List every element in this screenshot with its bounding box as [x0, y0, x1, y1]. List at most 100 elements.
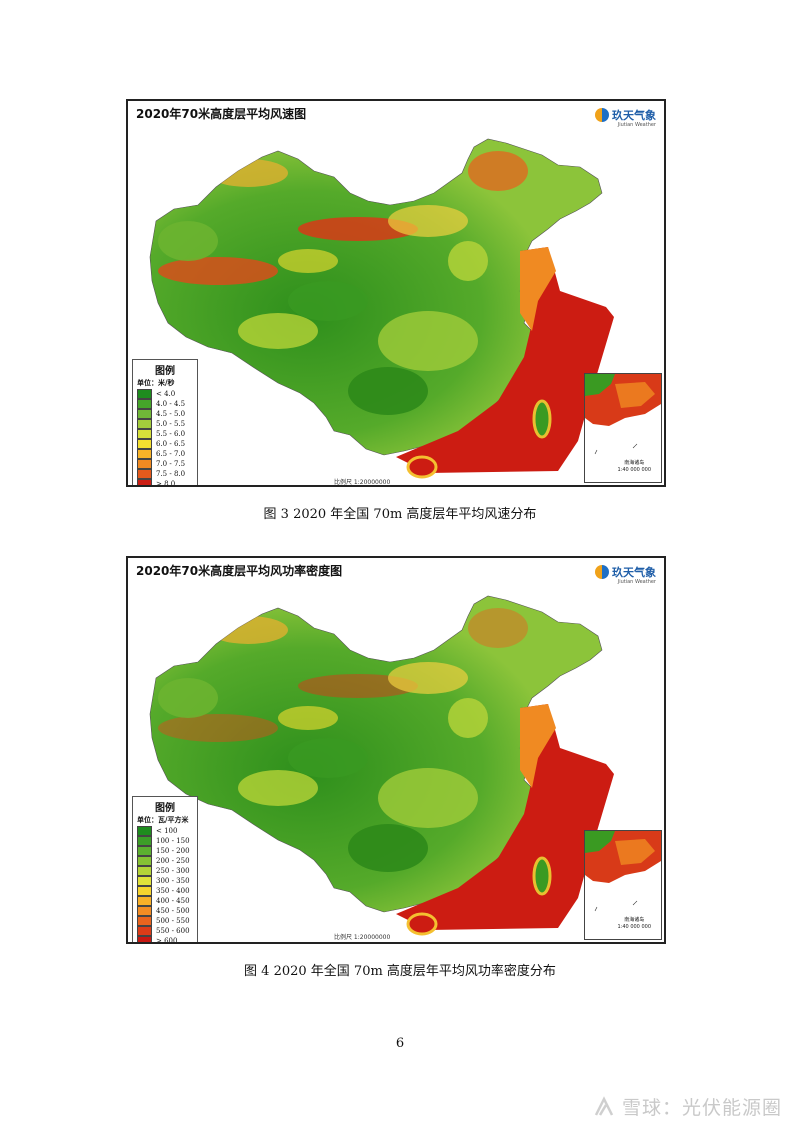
legend-label: 5.5 - 6.0 — [156, 430, 186, 438]
legend-label: 250 - 300 — [156, 867, 190, 875]
hainan-island — [406, 912, 438, 936]
legend-row: 4.5 - 5.0 — [137, 409, 193, 419]
wind-region — [288, 281, 368, 321]
legend-row: < 4.0 — [137, 389, 193, 399]
inset-sea-zone — [615, 382, 655, 408]
legend-swatch — [137, 389, 152, 399]
map-legend: 图例 单位：瓦/平方米 < 100 100 - 150 150 - 200 200 -… — [132, 796, 198, 944]
legend-swatch — [137, 876, 152, 886]
wind-region — [348, 824, 428, 872]
logo: 玖天气象 Jiutian Weather — [595, 564, 656, 585]
wind-region — [348, 367, 428, 415]
legend-row: 7.5 - 8.0 — [137, 469, 193, 479]
legend-swatch — [137, 896, 152, 906]
logo-text: 玖天气象 — [612, 566, 656, 579]
hainan-island — [406, 455, 438, 479]
inset-label-name: 南海诸岛 — [624, 917, 645, 923]
legend-label: < 100 — [156, 827, 178, 835]
legend-swatch — [137, 399, 152, 409]
wind-region — [158, 714, 278, 742]
wind-region — [278, 249, 338, 273]
wind-pattern-layer — [158, 151, 528, 415]
map-scale: 比例尺 1:20000000 — [334, 934, 391, 941]
legend-row: 7.0 - 7.5 — [137, 459, 193, 469]
map-title: 2020年70米高度层平均风功率密度图 — [136, 564, 343, 578]
legend-unit: 单位：瓦/平方米 — [137, 815, 189, 824]
legend-row: 150 - 200 — [137, 846, 193, 856]
wind-region — [448, 241, 488, 281]
inset-label-scale: 1:40 000 000 — [617, 924, 652, 930]
taiwan-island — [532, 399, 552, 439]
legend-swatch — [137, 906, 152, 916]
wind-region — [468, 608, 528, 648]
legend-row: 5.5 - 6.0 — [137, 429, 193, 439]
legend-swatch — [137, 449, 152, 459]
legend-label: 400 - 450 — [156, 897, 190, 905]
legend-row: 200 - 250 — [137, 856, 193, 866]
legend-swatch — [137, 936, 152, 942]
legend-row: 100 - 150 — [137, 836, 193, 846]
legend-swatch — [137, 846, 152, 856]
legend-row: 250 - 300 — [137, 866, 193, 876]
figure-4-caption: 图 4 2020 年全国 70m 高度层年平均风功率密度分布 — [244, 964, 556, 979]
wind-region — [388, 205, 468, 237]
wind-region — [298, 217, 418, 241]
legend-row: 4.0 - 4.5 — [137, 399, 193, 409]
inset-label-scale: 1:40 000 000 — [617, 467, 652, 473]
legend-swatch — [137, 836, 152, 846]
inset-dash — [632, 443, 638, 449]
wind-region — [448, 698, 488, 738]
wind-region — [278, 706, 338, 730]
wind-region — [238, 313, 318, 349]
legend-row: 350 - 400 — [137, 886, 193, 896]
legend-label: 4.0 - 4.5 — [156, 400, 186, 408]
legend-swatch — [137, 429, 152, 439]
inset-label: 南海诸岛 1:40 000 000 — [618, 460, 652, 474]
wind-speed-map: 2020年70米高度层平均风速图 玖天气象 Jiutian Weather 图例… — [126, 99, 666, 487]
legend-row: 450 - 500 — [137, 906, 193, 916]
legend-label: 350 - 400 — [156, 887, 190, 895]
legend-swatch — [137, 459, 152, 469]
south-china-sea-inset: 南海诸岛 1:40 000 000 — [584, 830, 662, 940]
legend-row: 550 - 600 — [137, 926, 193, 936]
south-china-sea-inset: 南海诸岛 1:40 000 000 — [584, 373, 662, 483]
map-title: 2020年70米高度层平均风速图 — [136, 107, 307, 121]
legend-label: 6.0 - 6.5 — [156, 440, 186, 448]
legend-swatch — [137, 916, 152, 926]
coastal-transition-zone — [520, 704, 556, 788]
legend-label: 100 - 150 — [156, 837, 190, 845]
legend-swatch — [137, 419, 152, 429]
legend-unit: 单位：米/秒 — [137, 378, 175, 387]
legend-swatch — [137, 826, 152, 836]
legend-label: 4.5 - 5.0 — [156, 410, 186, 418]
logo-subtext: Jiutian Weather — [617, 579, 656, 585]
legend-label: 5.0 - 5.5 — [156, 420, 186, 428]
wind-power-density-map: 2020年70米高度层平均风功率密度图 玖天气象 Jiutian Weather… — [126, 556, 666, 944]
legend-row: 400 - 450 — [137, 896, 193, 906]
legend-label: 6.5 - 7.0 — [156, 450, 186, 458]
legend-label: > 600 — [156, 937, 178, 944]
offshore-high-wind-zone — [396, 247, 614, 473]
legend-label: 7.0 - 7.5 — [156, 460, 186, 468]
china-landmass — [149, 595, 603, 913]
wind-region — [378, 311, 478, 371]
legend-label: 7.5 - 8.0 — [156, 470, 186, 478]
logo-subtext: Jiutian Weather — [617, 122, 656, 128]
legend-row: 300 - 350 — [137, 876, 193, 886]
wind-region — [208, 616, 288, 644]
legend-label: 300 - 350 — [156, 877, 190, 885]
taiwan-island — [532, 856, 552, 896]
wind-region — [238, 770, 318, 806]
legend-label: 550 - 600 — [156, 927, 190, 935]
logo: 玖天气象 Jiutian Weather — [595, 107, 656, 128]
legend-label: < 4.0 — [156, 390, 176, 398]
legend-label: > 8.0 — [156, 480, 176, 487]
wind-power-density-map-image — [149, 595, 614, 936]
legend-label: 150 - 200 — [156, 847, 190, 855]
logo-icon — [595, 108, 609, 122]
wind-region — [298, 674, 418, 698]
wind-region — [158, 678, 218, 718]
inset-dash — [632, 900, 638, 906]
legend-swatch — [137, 866, 152, 876]
wind-pattern-layer — [158, 608, 528, 872]
